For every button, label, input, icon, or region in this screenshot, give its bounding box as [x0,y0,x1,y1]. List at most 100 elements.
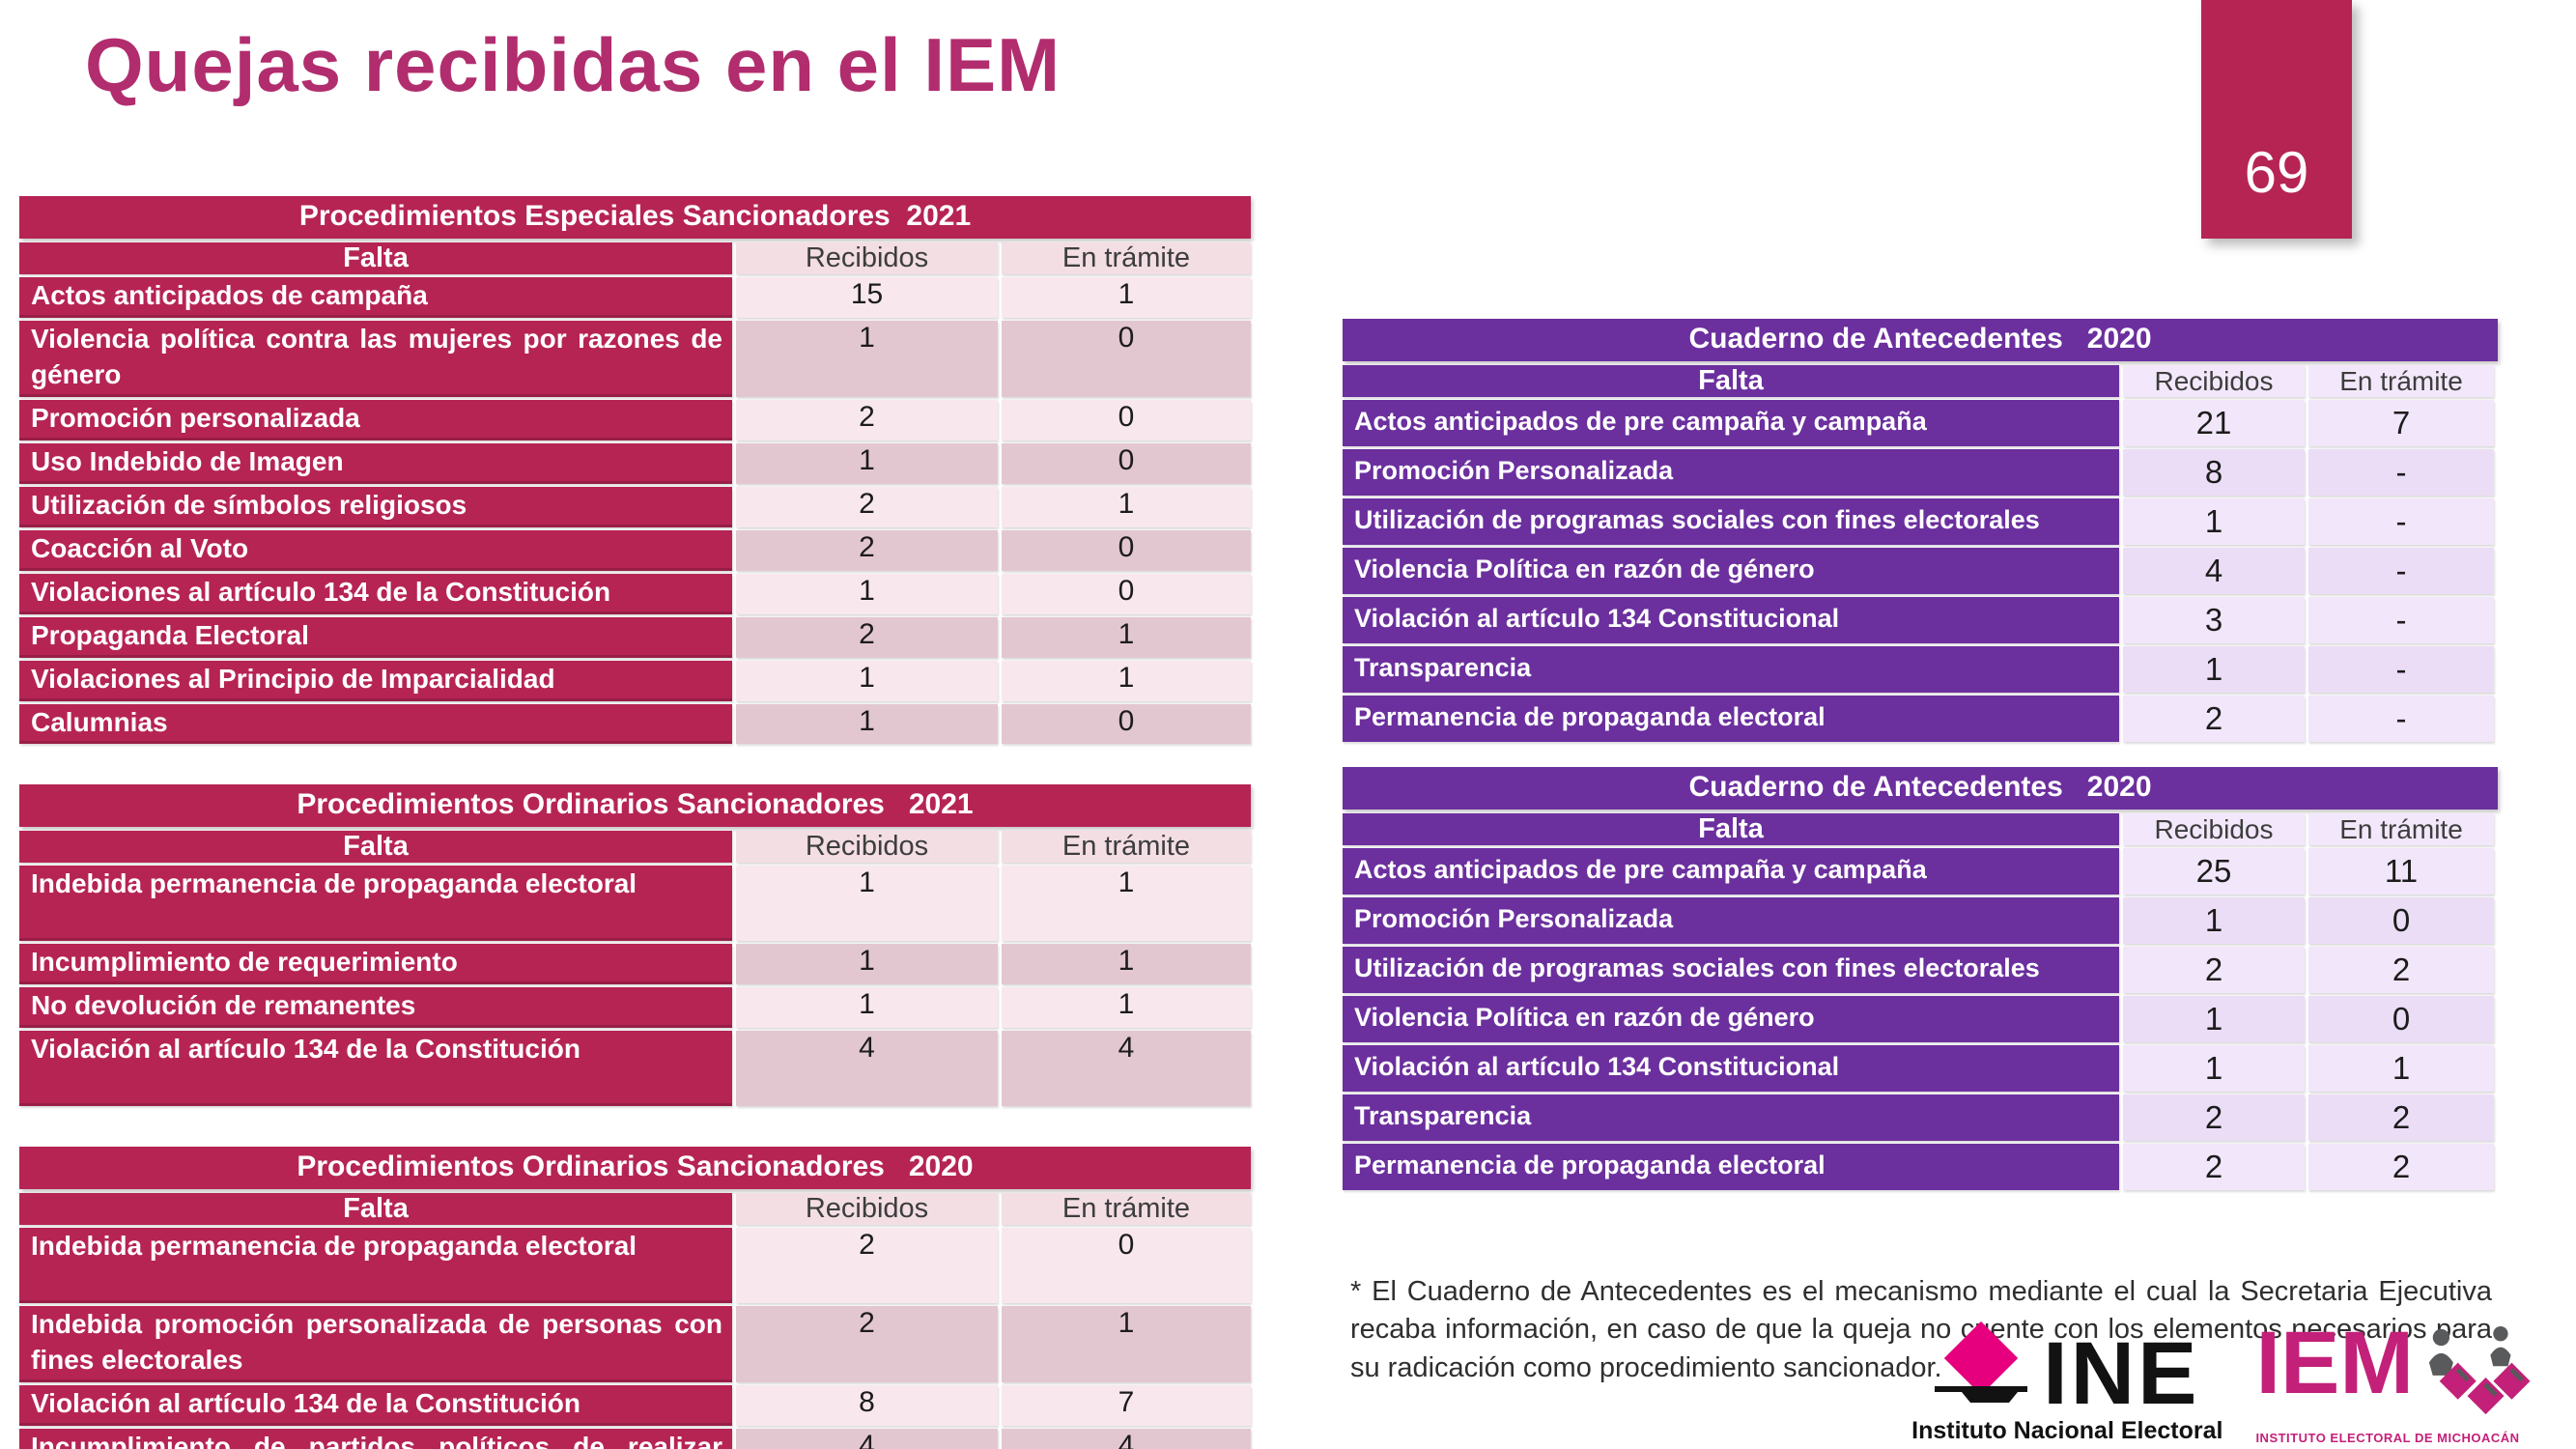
table-grid: Falta Recibidos En trámite Actos anticipado… [1343,365,2498,742]
falta-cell: Violaciones al Principio de Imparcialida… [19,660,732,701]
falta-cell: Incumplimiento de partidos políticos de … [19,1429,732,1449]
page-title: Quejas recibidas en el IEM [85,22,1062,107]
falta-cell: Transparencia [1343,1094,2119,1141]
falta-cell: Coacción al Voto [19,529,732,571]
en-tramite-cell: 2 [2308,1094,2494,1141]
falta-cell: Permanencia de propaganda electoral [1343,696,2119,742]
recibidos-cell: 1 [2123,498,2305,545]
en-tramite-cell: 7 [1002,1385,1251,1427]
column-header-en-tramite: En trámite [2308,365,2494,397]
column-header-en-tramite: En trámite [1002,1193,1251,1226]
falta-cell: Utilización de programas sociales con fi… [1343,947,2119,993]
column-header-en-tramite: En trámite [1002,831,1251,864]
falta-cell: Promoción Personalizada [1343,449,2119,496]
table-title: Cuaderno de Antecedentes 2020 [1343,767,2498,810]
en-tramite-cell: - [2308,498,2494,545]
falta-cell: Actos anticipados de pre campaña y campa… [1343,848,2119,895]
en-tramite-cell: 11 [2308,848,2494,895]
falta-cell: No devolución de remanentes [19,987,732,1029]
column-header-falta: Falta [19,831,732,864]
table-title: Cuaderno de Antecedentes 2020 [1343,319,2498,361]
falta-cell: Violación al artículo 134 de la Constitu… [19,1385,732,1427]
falta-cell: Violencia política contra las mujeres po… [19,320,732,397]
recibidos-cell: 1 [736,573,998,614]
en-tramite-cell: - [2308,696,2494,742]
recibidos-cell: 2 [736,529,998,571]
recibidos-cell: 1 [2123,1045,2305,1092]
table-title: Procedimientos Ordinarios Sancionadores … [19,1147,1251,1190]
en-tramite-cell: 1 [1002,1306,1251,1383]
recibidos-cell: 8 [736,1385,998,1427]
falta-cell: Transparencia [1343,646,2119,693]
recibidos-cell: 2 [2123,696,2305,742]
recibidos-cell: 2 [736,616,998,658]
column-header-recibidos: Recibidos [2123,813,2305,845]
recibidos-cell: 8 [2123,449,2305,496]
table-grid: Falta Recibidos En trámite Actos anticipado… [1343,813,2498,1190]
recibidos-cell: 4 [2123,548,2305,594]
iem-logo-top: IEM [2255,1319,2532,1427]
table-grid: Falta Recibidos En trámite Indebida permane… [19,831,1251,1107]
falta-cell: Utilización de programas sociales con fi… [1343,498,2119,545]
en-tramite-cell: - [2308,449,2494,496]
falta-cell: Utilización de símbolos religiosos [19,486,732,527]
falta-cell: Violación al artículo 134 Constitucional [1343,1045,2119,1092]
falta-cell: Violencia Política en razón de género [1343,996,2119,1042]
data-table-crimson-3: Procedimientos Ordinarios Sancionadores … [19,1147,1251,1449]
column-header-recibidos: Recibidos [2123,365,2305,397]
falta-cell: Violencia Política en razón de género [1343,548,2119,594]
logos: INE Instituto Nacional Electoral IEM [1911,1319,2532,1445]
falta-cell: Actos anticipados de pre campaña y campa… [1343,400,2119,446]
recibidos-cell: 1 [736,660,998,701]
column-header-en-tramite: En trámite [1002,242,1251,274]
recibidos-cell: 4 [736,1031,998,1107]
ine-diamond-icon [1943,1321,2019,1396]
column-header-en-tramite: En trámite [2308,813,2494,845]
right-tables-column: Cuaderno de Antecedentes 2020 Falta Recibi… [1343,319,2498,1387]
en-tramite-cell: 2 [2308,947,2494,993]
en-tramite-cell: 1 [1002,987,1251,1029]
iem-logo: IEM [2255,1319,2532,1445]
table-grid: Falta Recibidos En trámite Actos anticipado… [19,242,1251,745]
ine-caption: Instituto Nacional Electoral [1911,1417,2223,1444]
recibidos-cell: 1 [736,866,998,942]
column-header-recibidos: Recibidos [736,1193,998,1226]
recibidos-cell: 1 [736,320,998,397]
en-tramite-cell: 0 [1002,399,1251,440]
data-table-crimson-1: Procedimientos Especiales Sancionadores … [19,196,1251,745]
right-tables: Cuaderno de Antecedentes 2020 Falta Recibi… [1343,319,2498,1190]
en-tramite-cell: 1 [1002,486,1251,527]
column-header-recibidos: Recibidos [736,831,998,864]
recibidos-cell: 1 [736,442,998,484]
falta-cell: Propaganda Electoral [19,616,732,658]
en-tramite-cell: 0 [2308,996,2494,1042]
recibidos-cell: 2 [2123,1144,2305,1190]
column-header-falta: Falta [19,1193,732,1226]
falta-cell: Indebida promoción personalizada de pers… [19,1306,732,1383]
en-tramite-cell: 7 [2308,400,2494,446]
recibidos-cell: 1 [736,703,998,745]
en-tramite-cell: - [2308,548,2494,594]
data-table-purple-2: Cuaderno de Antecedentes 2020 Falta Recibi… [1343,767,2498,1190]
en-tramite-cell: 0 [2308,897,2494,944]
footnote: * El Cuaderno de Antecedentes es el meca… [1350,1276,2492,1383]
data-table-purple-1: Cuaderno de Antecedentes 2020 Falta Recibi… [1343,319,2498,742]
en-tramite-cell: 0 [1002,703,1251,745]
recibidos-cell: 2 [736,1228,998,1304]
falta-cell: Violación al artículo 134 Constitucional [1343,597,2119,643]
ine-ballot-box-icon [1935,1321,2028,1411]
en-tramite-cell: 1 [1002,660,1251,701]
column-header-falta: Falta [1343,813,2119,845]
en-tramite-cell: 1 [1002,277,1251,318]
recibidos-cell: 25 [2123,848,2305,895]
en-tramite-cell: 4 [1002,1031,1251,1107]
recibidos-cell: 2 [2123,1094,2305,1141]
recibidos-cell: 4 [736,1429,998,1449]
recibidos-cell: 2 [736,486,998,527]
recibidos-cell: 3 [2123,597,2305,643]
en-tramite-cell: 4 [1002,1429,1251,1449]
ine-logo-top: INE [1935,1321,2199,1418]
table-title: Procedimientos Ordinarios Sancionadores … [19,784,1251,828]
data-table-crimson-2: Procedimientos Ordinarios Sancionadores … [19,784,1251,1107]
